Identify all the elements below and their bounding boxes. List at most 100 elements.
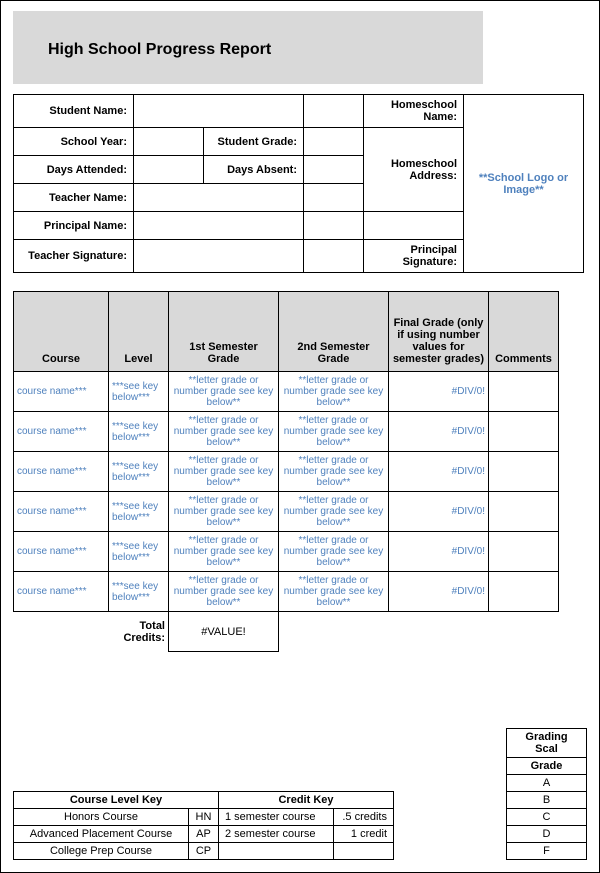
value-days-absent[interactable] — [304, 156, 364, 184]
course-name[interactable]: course name*** — [14, 372, 109, 412]
course-comments[interactable] — [489, 412, 559, 452]
grade-row: C — [507, 809, 587, 826]
spacer — [389, 612, 489, 652]
course-name[interactable]: course name*** — [14, 532, 109, 572]
spacer — [279, 612, 389, 652]
value-student-grade[interactable] — [304, 128, 364, 156]
course-name[interactable]: course name*** — [14, 492, 109, 532]
label-teacher-name: Teacher Name: — [14, 184, 134, 212]
label-homeschool-name: Homeschool Name: — [364, 95, 464, 128]
course-row: course name*** ***see key below*** **let… — [14, 492, 559, 532]
grading-scale-wrap: Grading Scal Grade A B C D F — [506, 728, 587, 860]
value-days-attended[interactable] — [134, 156, 204, 184]
courses-header-row: Course Level 1st Semester Grade 2nd Seme… — [14, 292, 559, 372]
spacer — [304, 184, 364, 212]
course-row: course name*** ***see key below*** **let… — [14, 452, 559, 492]
info-table: Student Name: Homeschool Name: **School … — [13, 94, 584, 273]
course-level[interactable]: ***see key below*** — [109, 372, 169, 412]
course-comments[interactable] — [489, 452, 559, 492]
grade-row: A — [507, 775, 587, 792]
course-sem1[interactable]: **letter grade or number grade see key b… — [169, 492, 279, 532]
spacer — [14, 612, 109, 652]
crkey-val — [334, 843, 394, 860]
page-title: High School Progress Report — [33, 41, 271, 58]
key-tables-wrap: Course Level Key Credit Key Honors Cours… — [13, 791, 394, 860]
course-row: course name*** ***see key below*** **let… — [14, 572, 559, 612]
value-principal-name[interactable] — [134, 212, 304, 240]
course-sem1[interactable]: **letter grade or number grade see key b… — [169, 572, 279, 612]
course-level[interactable]: ***see key below*** — [109, 492, 169, 532]
course-sem1[interactable]: **letter grade or number grade see key b… — [169, 372, 279, 412]
course-comments[interactable] — [489, 532, 559, 572]
course-final: #DIV/0! — [389, 452, 489, 492]
header-comments: Comments — [489, 292, 559, 372]
clkey-name: Advanced Placement Course — [14, 826, 189, 843]
info-row: Student Name: Homeschool Name: **School … — [14, 95, 584, 128]
course-comments[interactable] — [489, 372, 559, 412]
course-sem1[interactable]: **letter grade or number grade see key b… — [169, 452, 279, 492]
title-bar: High School Progress Report — [13, 11, 483, 84]
grade-row: B — [507, 792, 587, 809]
label-days-absent: Days Absent: — [204, 156, 304, 184]
course-name[interactable]: course name*** — [14, 572, 109, 612]
clkey-code: CP — [189, 843, 219, 860]
course-sem2[interactable]: **letter grade or number grade see key b… — [279, 412, 389, 452]
value-teacher-signature[interactable] — [134, 240, 304, 273]
grading-scale-table: Grading Scal Grade A B C D F — [506, 728, 587, 860]
label-school-year: School Year: — [14, 128, 134, 156]
course-sem2[interactable]: **letter grade or number grade see key b… — [279, 572, 389, 612]
course-sem1[interactable]: **letter grade or number grade see key b… — [169, 412, 279, 452]
course-level-key-header: Course Level Key — [14, 792, 219, 809]
value-student-name[interactable] — [134, 95, 304, 128]
course-sem2[interactable]: **letter grade or number grade see key b… — [279, 372, 389, 412]
course-name[interactable]: course name*** — [14, 452, 109, 492]
course-sem1[interactable]: **letter grade or number grade see key b… — [169, 532, 279, 572]
crkey-val: 1 credit — [334, 826, 394, 843]
course-row: course name*** ***see key below*** **let… — [14, 372, 559, 412]
grading-header1: Grading Scal — [507, 729, 587, 758]
course-row: course name*** ***see key below*** **let… — [14, 412, 559, 452]
course-sem2[interactable]: **letter grade or number grade see key b… — [279, 532, 389, 572]
course-row: course name*** ***see key below*** **let… — [14, 532, 559, 572]
grade-row: F — [507, 843, 587, 860]
course-comments[interactable] — [489, 492, 559, 532]
value-teacher-name[interactable] — [134, 184, 304, 212]
crkey-name: 1 semester course — [219, 809, 334, 826]
course-level[interactable]: ***see key below*** — [109, 572, 169, 612]
course-sem2[interactable]: **letter grade or number grade see key b… — [279, 452, 389, 492]
course-level[interactable]: ***see key below*** — [109, 532, 169, 572]
crkey-val: .5 credits — [334, 809, 394, 826]
header-sem1: 1st Semester Grade — [169, 292, 279, 372]
courses-table: Course Level 1st Semester Grade 2nd Seme… — [13, 291, 559, 652]
course-level[interactable]: ***see key below*** — [109, 452, 169, 492]
crkey-name — [219, 843, 334, 860]
label-student-name: Student Name: — [14, 95, 134, 128]
course-final: #DIV/0! — [389, 372, 489, 412]
clkey-code: AP — [189, 826, 219, 843]
label-principal-signature: Principal Signature: — [364, 240, 464, 273]
grading-header2: Grade — [507, 758, 587, 775]
label-days-attended: Days Attended: — [14, 156, 134, 184]
header-final: Final Grade (only if using number values… — [389, 292, 489, 372]
course-name[interactable]: course name*** — [14, 412, 109, 452]
credit-key-header: Credit Key — [219, 792, 394, 809]
progress-report-page: High School Progress Report Student Name… — [0, 0, 600, 873]
course-final: #DIV/0! — [389, 412, 489, 452]
total-credits-label: Total Credits: — [109, 612, 169, 652]
header-course: Course — [14, 292, 109, 372]
value-school-year[interactable] — [134, 128, 204, 156]
clkey-name: Honors Course — [14, 809, 189, 826]
school-logo-placeholder: **School Logo or Image** — [464, 95, 584, 273]
spacer — [304, 95, 364, 128]
total-credits-value: #VALUE! — [169, 612, 279, 652]
spacer — [304, 212, 364, 240]
course-level[interactable]: ***see key below*** — [109, 412, 169, 452]
spacer — [489, 612, 559, 652]
course-sem2[interactable]: **letter grade or number grade see key b… — [279, 492, 389, 532]
label-student-grade: Student Grade: — [204, 128, 304, 156]
label-homeschool-address: Homeschool Address: — [364, 128, 464, 212]
course-comments[interactable] — [489, 572, 559, 612]
grade-row: D — [507, 826, 587, 843]
label-principal-name: Principal Name: — [14, 212, 134, 240]
clkey-code: HN — [189, 809, 219, 826]
